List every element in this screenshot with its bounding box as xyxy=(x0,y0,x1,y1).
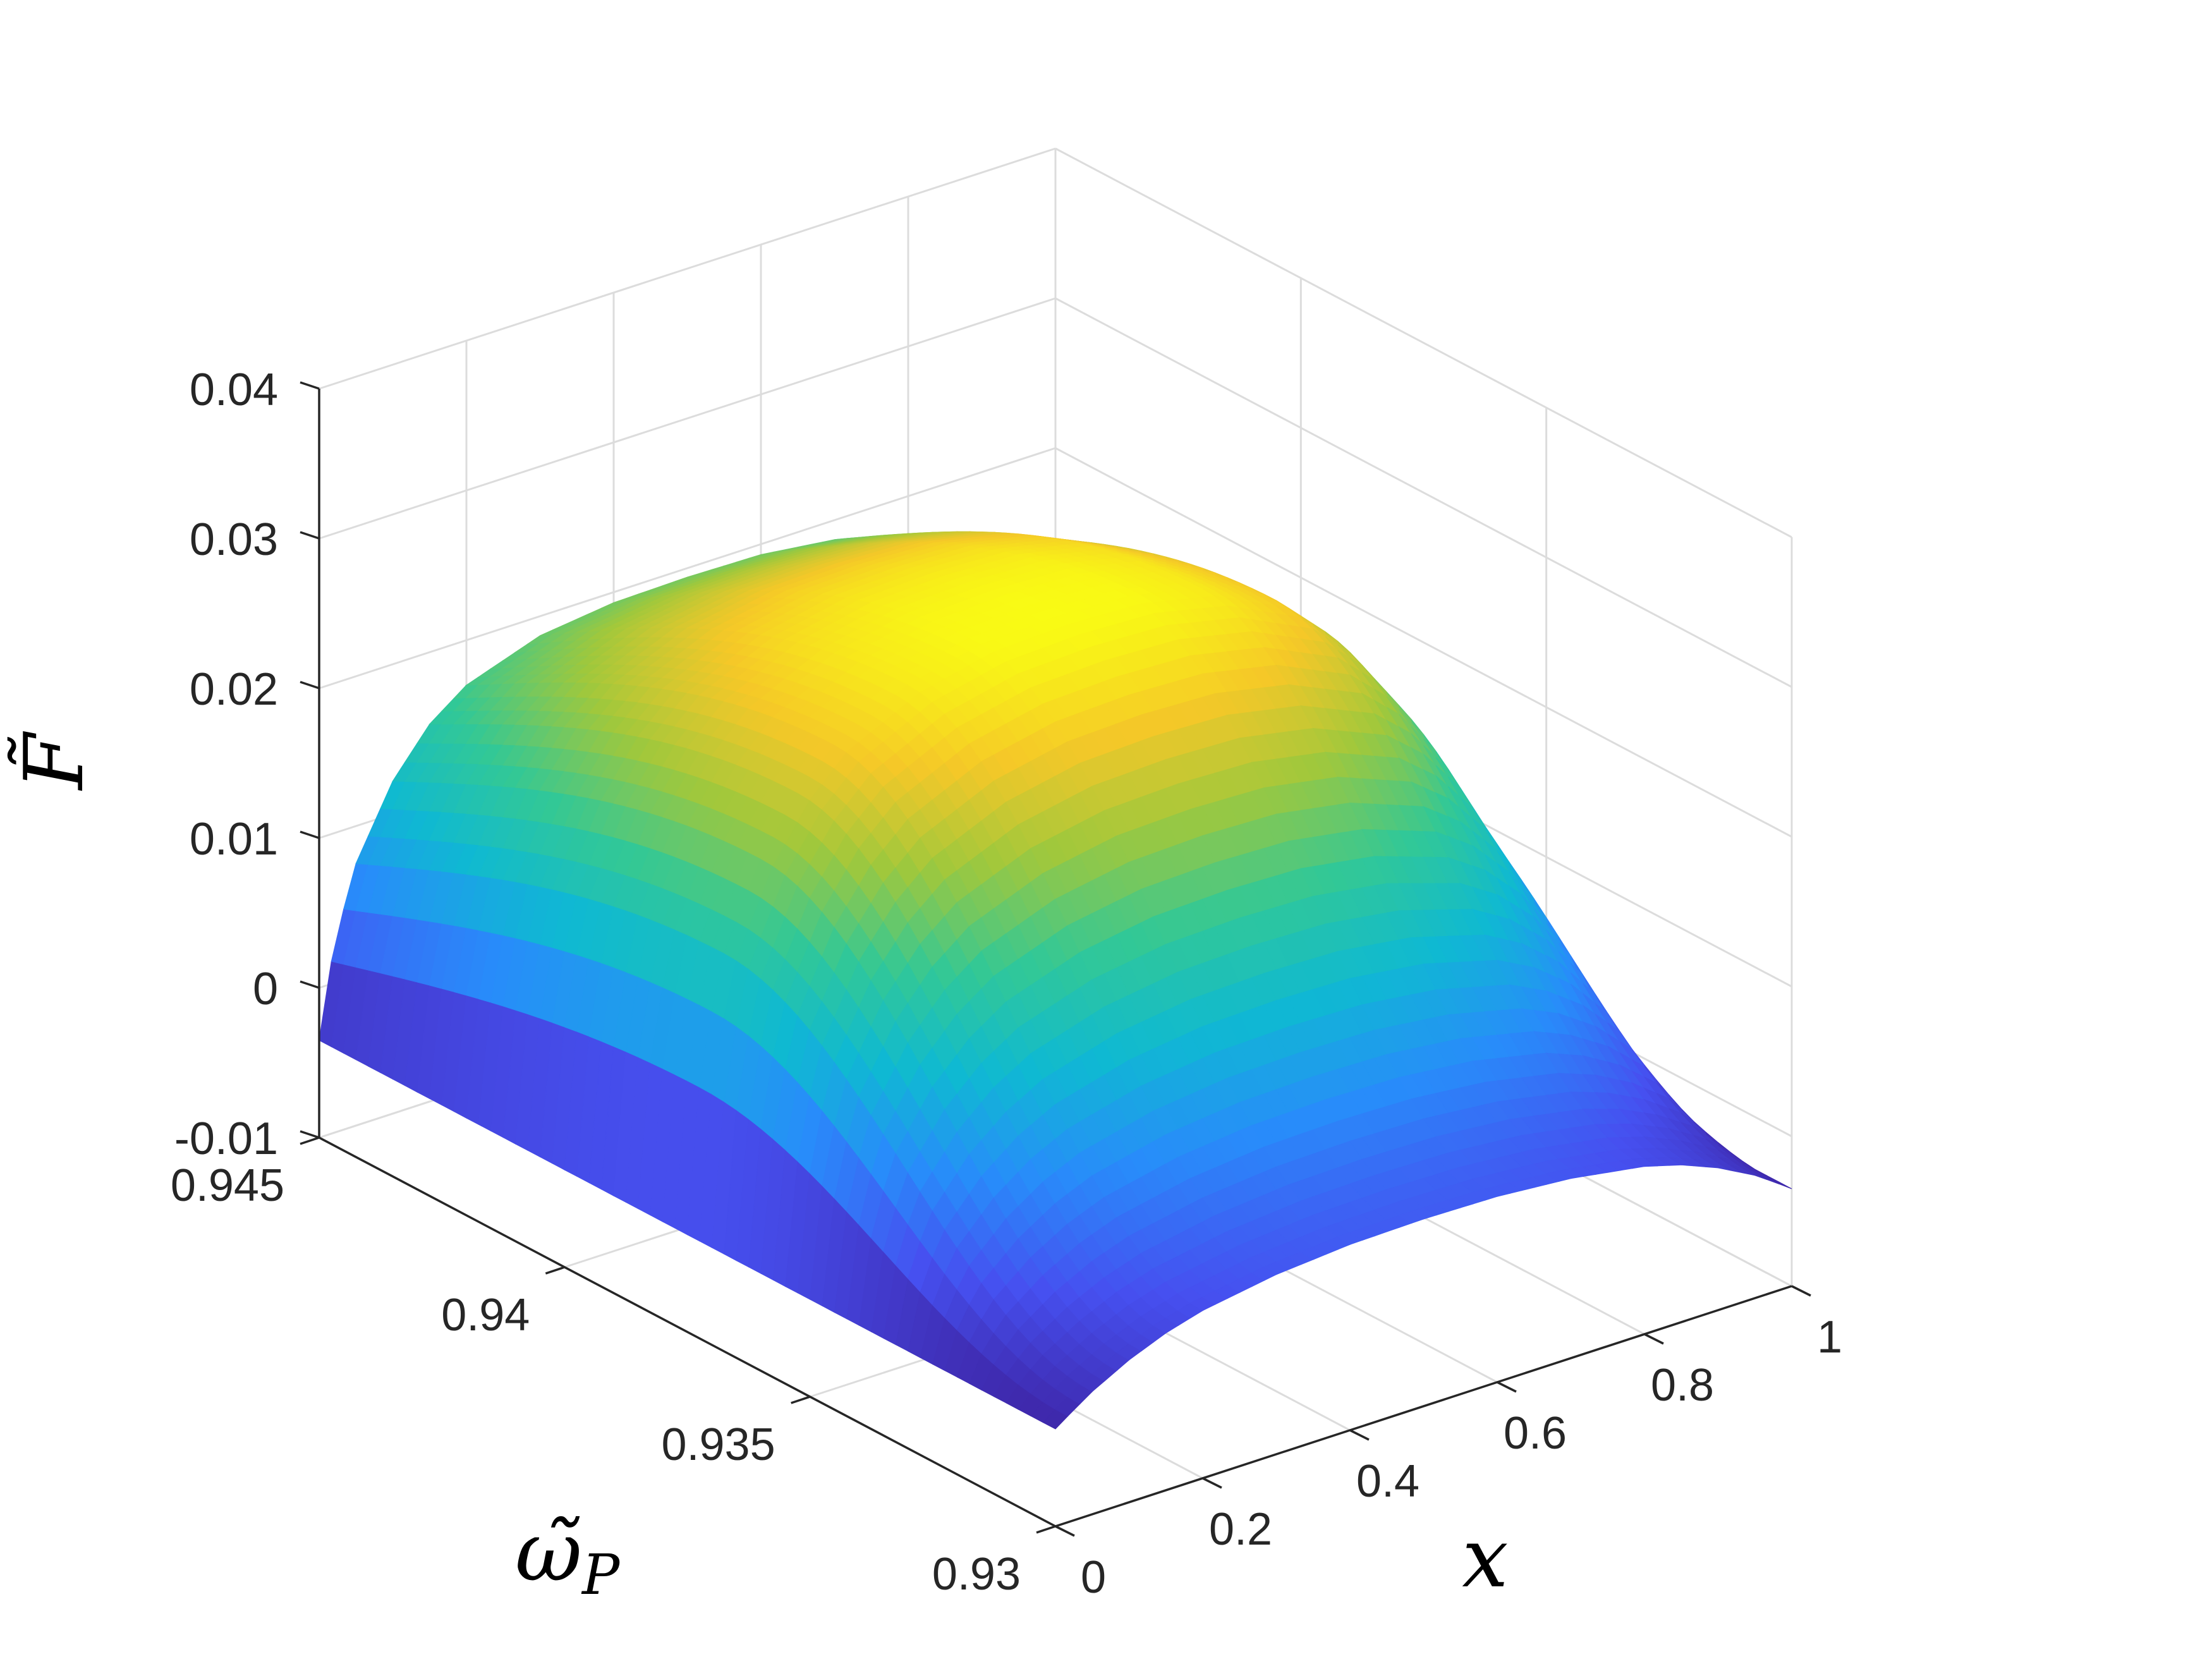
y-tick xyxy=(545,1266,565,1275)
z-tick xyxy=(300,531,320,540)
grid-line xyxy=(319,297,1056,540)
grid-line xyxy=(1055,447,1792,838)
z-tick-label: -0.01 xyxy=(174,1114,278,1164)
grid-line xyxy=(319,447,1056,690)
y-axis-line xyxy=(319,1136,1056,1528)
x-tick-label: 0 xyxy=(1081,1552,1106,1603)
z-tick xyxy=(300,1130,320,1139)
surface-patch xyxy=(1766,1177,1792,1189)
x-tick-label: 1 xyxy=(1817,1312,1842,1363)
x-tick xyxy=(1202,1477,1222,1489)
z-tick-label: 0.02 xyxy=(190,664,278,715)
y-tick xyxy=(300,1136,320,1145)
grid-line xyxy=(1055,147,1792,538)
x-tick xyxy=(1497,1381,1517,1393)
y-axis-title: ω̃P xyxy=(515,1504,621,1607)
z-axis-title: F̃ xyxy=(8,731,102,791)
x-axis-title: x xyxy=(1462,1510,1508,1606)
z-tick xyxy=(300,381,320,390)
z-tick xyxy=(300,681,320,690)
grid-line xyxy=(319,147,1056,390)
tick-labels: -0.01 0 0.01 0.02 0.03 0.04 0.93 0.935 0.94 0.945… xyxy=(171,365,1842,1603)
x-tick xyxy=(1791,1285,1811,1297)
y-tick-label: 0.945 xyxy=(171,1160,284,1211)
x-tick-label: 0.2 xyxy=(1209,1504,1272,1555)
axes-lines xyxy=(300,381,1811,1537)
y-tick-label: 0.935 xyxy=(661,1419,775,1470)
y-tick xyxy=(791,1395,811,1404)
z-tick-label: 0.04 xyxy=(190,365,278,415)
y-tick-label: 0.93 xyxy=(932,1549,1021,1600)
surface xyxy=(319,531,1792,1430)
z-tick xyxy=(300,980,320,989)
x-tick xyxy=(1644,1333,1664,1345)
x-tick-label: 0.8 xyxy=(1651,1360,1714,1411)
y-tick xyxy=(1036,1525,1056,1534)
x-tick-label: 0.6 xyxy=(1504,1408,1567,1459)
y-tick-label: 0.94 xyxy=(441,1290,530,1340)
z-tick xyxy=(300,830,320,839)
z-tick-label: 0.01 xyxy=(190,814,278,865)
x-tick xyxy=(1349,1429,1370,1441)
x-axis-line xyxy=(1055,1285,1792,1528)
z-tick-label: 0.03 xyxy=(190,514,278,565)
x-tick xyxy=(1055,1525,1075,1537)
grid-line xyxy=(1055,297,1792,688)
x-tick-label: 0.4 xyxy=(1356,1456,1419,1507)
z-tick-label: 0 xyxy=(253,964,278,1014)
